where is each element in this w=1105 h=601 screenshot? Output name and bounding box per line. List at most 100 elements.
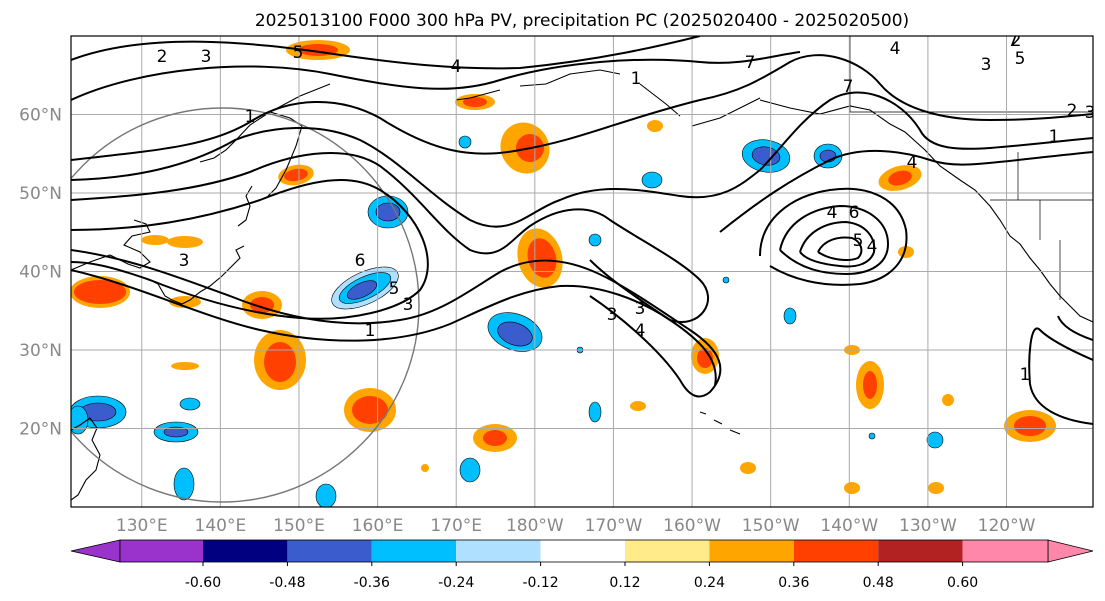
colorbar-segment — [625, 540, 710, 562]
contour-label: 1 — [365, 321, 376, 341]
lat-tick-label: 30°N — [19, 341, 62, 361]
positive-pc-area — [942, 394, 954, 406]
pv-contour — [71, 149, 1093, 323]
negative-pc-area — [315, 483, 337, 507]
contour-label: 3 — [635, 299, 646, 319]
lon-tick-label: 170°E — [430, 516, 482, 536]
lat-tick-label: 60°N — [19, 106, 62, 126]
negative-pc-area — [163, 426, 189, 438]
contour-label: 3 — [201, 47, 212, 67]
negative-pc-area — [375, 202, 401, 222]
precipitation-shading — [71, 40, 1056, 507]
colorbar-segment — [793, 540, 879, 562]
negative-pc-area — [179, 397, 201, 411]
map-frame — [70, 35, 1094, 508]
colorbar-extend-min — [70, 539, 121, 563]
contour-label: 3 — [179, 251, 190, 271]
contour-label: 6 — [849, 203, 860, 223]
colorbar-segment — [962, 540, 1048, 562]
political-borders — [849, 36, 1093, 300]
positive-pc-area — [284, 168, 308, 182]
positive-pc-area — [463, 97, 487, 107]
colorbar-tick-label: -0.12 — [522, 575, 558, 591]
negative-pc-area — [497, 321, 533, 347]
pv-contour — [1028, 327, 1093, 425]
positive-pc-area — [740, 462, 756, 474]
positive-pc-area — [928, 482, 944, 494]
negative-pc-area — [588, 233, 602, 247]
colorbar-tick-label: 0.48 — [863, 575, 894, 591]
contour-label: 3 — [607, 305, 618, 325]
positive-pc-area — [844, 482, 860, 494]
contour-label: 3 — [981, 55, 992, 75]
contour-label: 2 — [1011, 31, 1022, 51]
lon-tick-label: 180°W — [506, 516, 564, 536]
colorbar-segment — [371, 540, 457, 562]
positive-pc-area — [264, 342, 296, 382]
positive-pc-area — [888, 170, 912, 186]
contour-label: 5 — [1015, 49, 1026, 69]
negative-pc-area — [722, 276, 730, 284]
contour-label: 1 — [245, 107, 256, 127]
negative-pc-area — [173, 467, 195, 501]
negative-pc-area — [868, 432, 876, 440]
contour-label: 4 — [890, 39, 901, 59]
pv-contour — [71, 179, 429, 320]
pv-contour — [71, 249, 722, 398]
positive-pc-area — [630, 401, 646, 411]
contour-label: 7 — [1008, 31, 1019, 51]
colorbar-segment — [709, 540, 794, 562]
positive-pc-area — [352, 396, 388, 424]
pv-contour — [799, 220, 876, 268]
axis-labels: 130°E 140°E 150°E 160°E 170°E 180°W 170°W 160°W… — [19, 106, 1035, 537]
positive-pc-area — [167, 236, 203, 248]
contour-label: 7 — [745, 53, 756, 73]
lat-tick-label: 20°N — [19, 420, 62, 440]
colorbar-segment — [203, 540, 288, 562]
pv-contour — [817, 236, 863, 261]
domain-circle — [71, 107, 420, 503]
pv-contour — [71, 91, 1093, 228]
contour-label: 1 — [631, 69, 642, 89]
lon-tick-label: 140°W — [820, 516, 878, 536]
negative-pc-area — [926, 431, 944, 449]
positive-pc-area — [697, 348, 713, 368]
lon-tick-label: 130°W — [899, 516, 957, 536]
contour-label: 4 — [635, 321, 646, 341]
pv-contour — [1057, 315, 1093, 341]
colorbar-tick-label: -0.60 — [185, 575, 221, 591]
contour-label: 1 — [1020, 365, 1031, 385]
colorbar-segment — [456, 540, 541, 562]
colorbar-tick-label: 0.24 — [694, 575, 725, 591]
pv-contour — [71, 269, 717, 386]
positive-pc-area — [863, 371, 877, 399]
positive-pc-area — [141, 235, 169, 245]
positive-pc-area — [483, 430, 507, 446]
pv-contour — [759, 187, 908, 286]
contour-label: 6 — [355, 251, 366, 271]
pv-contour — [71, 54, 1093, 161]
pv-contours — [71, 36, 1093, 425]
lat-tick-label: 50°N — [19, 184, 62, 204]
colorbar-tick-label: 0.36 — [778, 575, 809, 591]
colorbar-tick-label: 0.60 — [947, 575, 978, 591]
coastline-aleutians — [455, 69, 761, 127]
lon-tick-label: 120°W — [978, 516, 1036, 536]
gridlines — [71, 36, 1093, 507]
colorbar-frame — [119, 539, 1049, 563]
negative-pc-area — [641, 171, 663, 189]
positive-pc-area — [898, 246, 914, 258]
coastline-alaska-canada — [759, 99, 1093, 323]
contour-label: 2 — [1067, 101, 1078, 121]
chart-title: 2025013100 F000 300 hPa PV, precipitatio… — [255, 11, 909, 31]
contour-label: 7 — [843, 77, 854, 97]
positive-pc-area — [74, 280, 126, 304]
contour-label: 3 — [403, 295, 414, 315]
lon-tick-label: 150°W — [742, 516, 800, 536]
colorbar-segment — [540, 540, 625, 562]
lon-tick-label: 160°W — [663, 516, 721, 536]
contour-label: 3 — [1085, 103, 1096, 123]
